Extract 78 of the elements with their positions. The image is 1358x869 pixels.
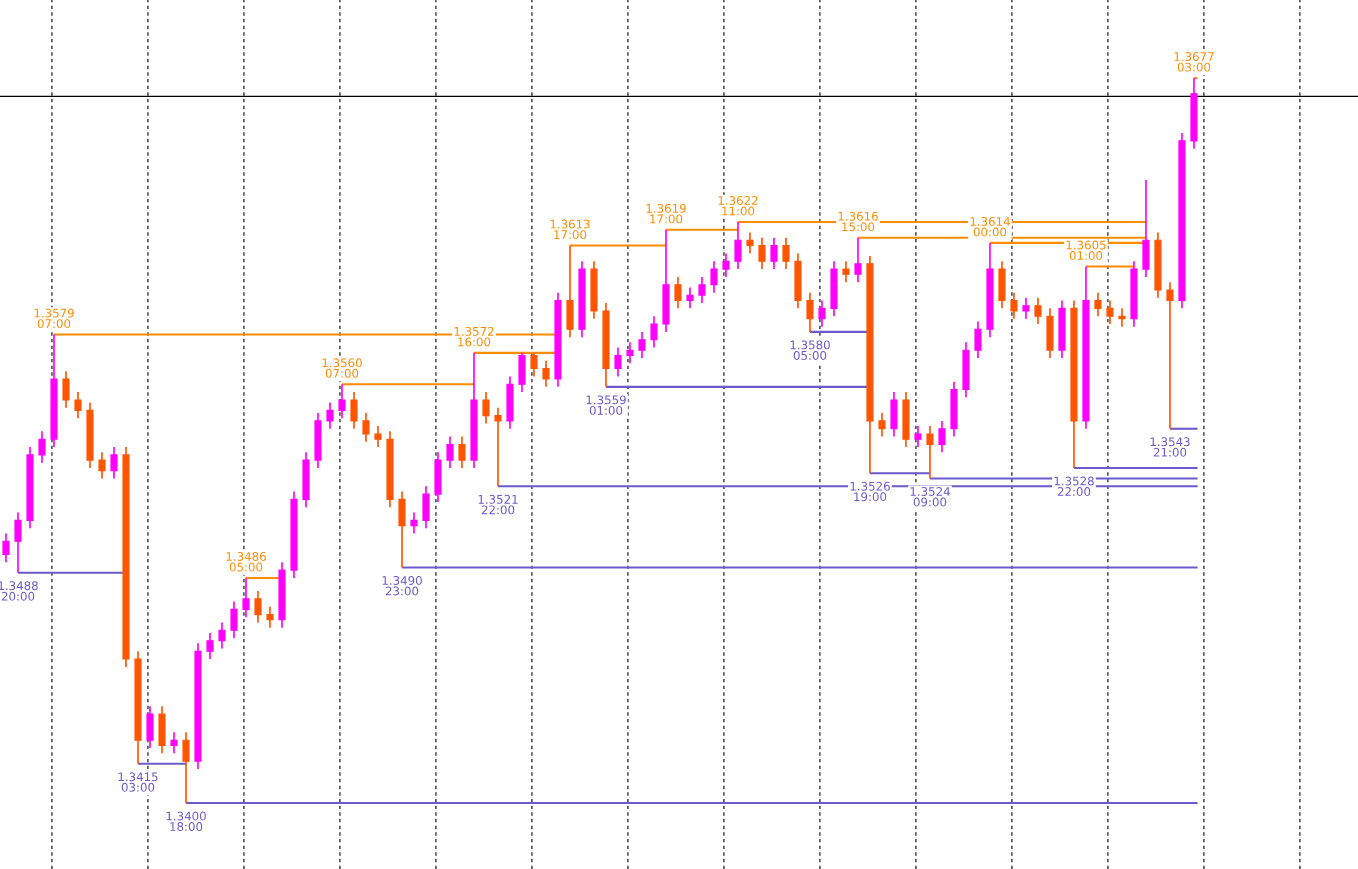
candlestick [410,511,418,535]
candlestick [230,600,238,639]
candlestick [770,236,778,270]
candlestick [1106,299,1114,325]
annotation: 1.3524 09:00 [910,487,950,507]
annotation: 1.3528 22:00 [1054,476,1094,496]
candlestick [62,370,70,409]
candlestick [818,299,826,328]
annotation: 1.3605 01:00 [1066,240,1106,261]
annotation: 1.3622 11:00 [718,196,758,216]
candlestick [446,435,454,469]
candlestick [686,286,694,310]
candlestick [362,412,370,443]
candlestick [458,435,466,469]
candlestick [542,359,550,388]
candlestick [266,605,274,629]
candlestick [614,346,622,378]
candlestick [326,401,334,430]
annotation: 1.3490 23:00 [382,576,422,596]
candlestick [74,391,82,420]
annotation: 1.3400 18:00 [166,811,206,832]
candlestick [722,252,730,278]
candlestick [854,236,862,284]
candlestick [806,291,814,333]
candlestick [14,511,22,574]
candlestick [710,260,718,294]
candlestick [782,236,790,270]
candlestick [914,425,922,448]
candlestick [170,731,178,755]
candlestick [1010,291,1018,320]
candlestick [878,412,886,438]
candlestick [734,221,742,270]
candlestick [254,590,262,624]
candlestick [1094,291,1102,318]
candlestick [1118,307,1126,328]
candlestick [638,331,646,359]
candlestick [218,621,226,650]
annotation: 1.3677 03:00 [1174,52,1214,72]
candlestick [338,383,346,420]
annotation: 1.3486 05:00 [226,552,266,572]
candlestick [842,260,850,284]
candlestick [926,425,934,480]
candlestick [182,731,190,804]
annotation: 1.3521 22:00 [478,494,518,515]
candlestick [1166,281,1174,430]
annotation: 1.3559 01:00 [586,395,626,415]
annotation: 1.3415 03:00 [118,772,158,792]
candlestick [746,231,754,255]
candlestick [938,420,946,454]
candlestick [650,315,658,349]
candlestick [242,577,250,619]
candlestick [2,532,10,564]
candlestick [350,391,358,430]
candlestick [110,446,118,480]
candlestick [494,406,502,488]
annotation: 1.3619 17:00 [646,203,686,224]
candlestick [698,276,706,304]
candlestick [758,236,766,270]
candlestick [206,632,214,660]
candlestick [974,320,982,359]
annotation: 1.3616 15:00 [838,211,878,232]
annotation: 1.3613 17:00 [550,219,590,240]
candlestick [1022,297,1030,320]
annotation: 1.3543 21:00 [1150,437,1190,457]
annotation: 1.3579 07:00 [34,308,74,329]
annotation: 1.3572 16:00 [454,326,494,347]
candlestick [38,430,46,464]
annotation: 1.3526 19:00 [850,481,890,502]
annotation: 1.3580 05:00 [790,340,830,360]
candlestick [626,341,634,365]
candlestick [1034,297,1042,325]
candlestick [98,451,106,480]
candlestick [530,352,538,378]
candlestick [482,391,490,425]
annotation: 1.3560 07:00 [322,358,362,378]
annotation: 1.3614 00:00 [970,216,1010,237]
candlestick [674,276,682,310]
candlestick [374,425,382,448]
